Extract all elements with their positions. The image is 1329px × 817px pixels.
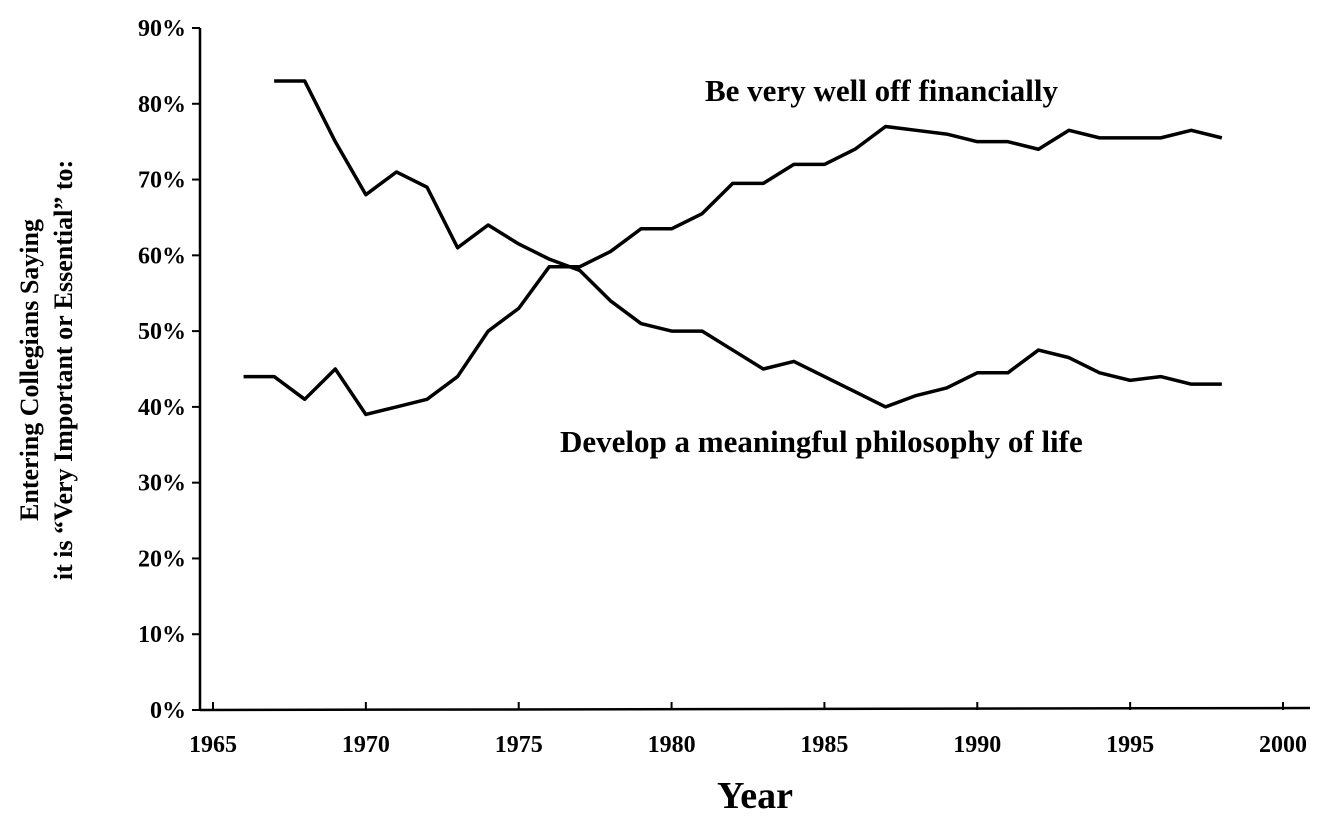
y-axis-label: Entering Collegians Saying: [15, 219, 44, 521]
x-tick-label: 1985: [800, 732, 848, 758]
x-tick-label: 1965: [189, 732, 237, 758]
series-label: Be very well off financially: [705, 73, 1058, 108]
y-tick-label: 30%: [138, 471, 186, 497]
y-tick-label: 10%: [138, 622, 186, 648]
x-tick-label: 1980: [648, 732, 696, 758]
y-axis-label: it is “Very Important or Essential” to:: [49, 160, 78, 580]
y-tick-label: 70%: [138, 168, 186, 194]
y-tick-label: 40%: [138, 395, 186, 421]
x-axis: [199, 706, 1311, 712]
x-tick-label: 1970: [342, 732, 390, 758]
x-tick-label: 1975: [495, 732, 543, 758]
y-tick-label: 50%: [138, 319, 186, 345]
y-tick-label: 0%: [150, 698, 186, 724]
x-tick-label: 1995: [1106, 732, 1154, 758]
data-line: [274, 79, 1222, 409]
y-tick-label: 20%: [138, 546, 186, 572]
data-line: [243, 124, 1223, 417]
x-tick-label: 1990: [953, 732, 1001, 758]
x-tick-label: 2000: [1259, 732, 1307, 758]
x-axis-label: Year: [717, 775, 793, 817]
y-tick-label: 60%: [138, 243, 186, 269]
y-tick-label: 80%: [138, 92, 186, 118]
y-tick-label: 90%: [138, 16, 186, 42]
series-label: Develop a meaningful philosophy of life: [560, 424, 1083, 459]
